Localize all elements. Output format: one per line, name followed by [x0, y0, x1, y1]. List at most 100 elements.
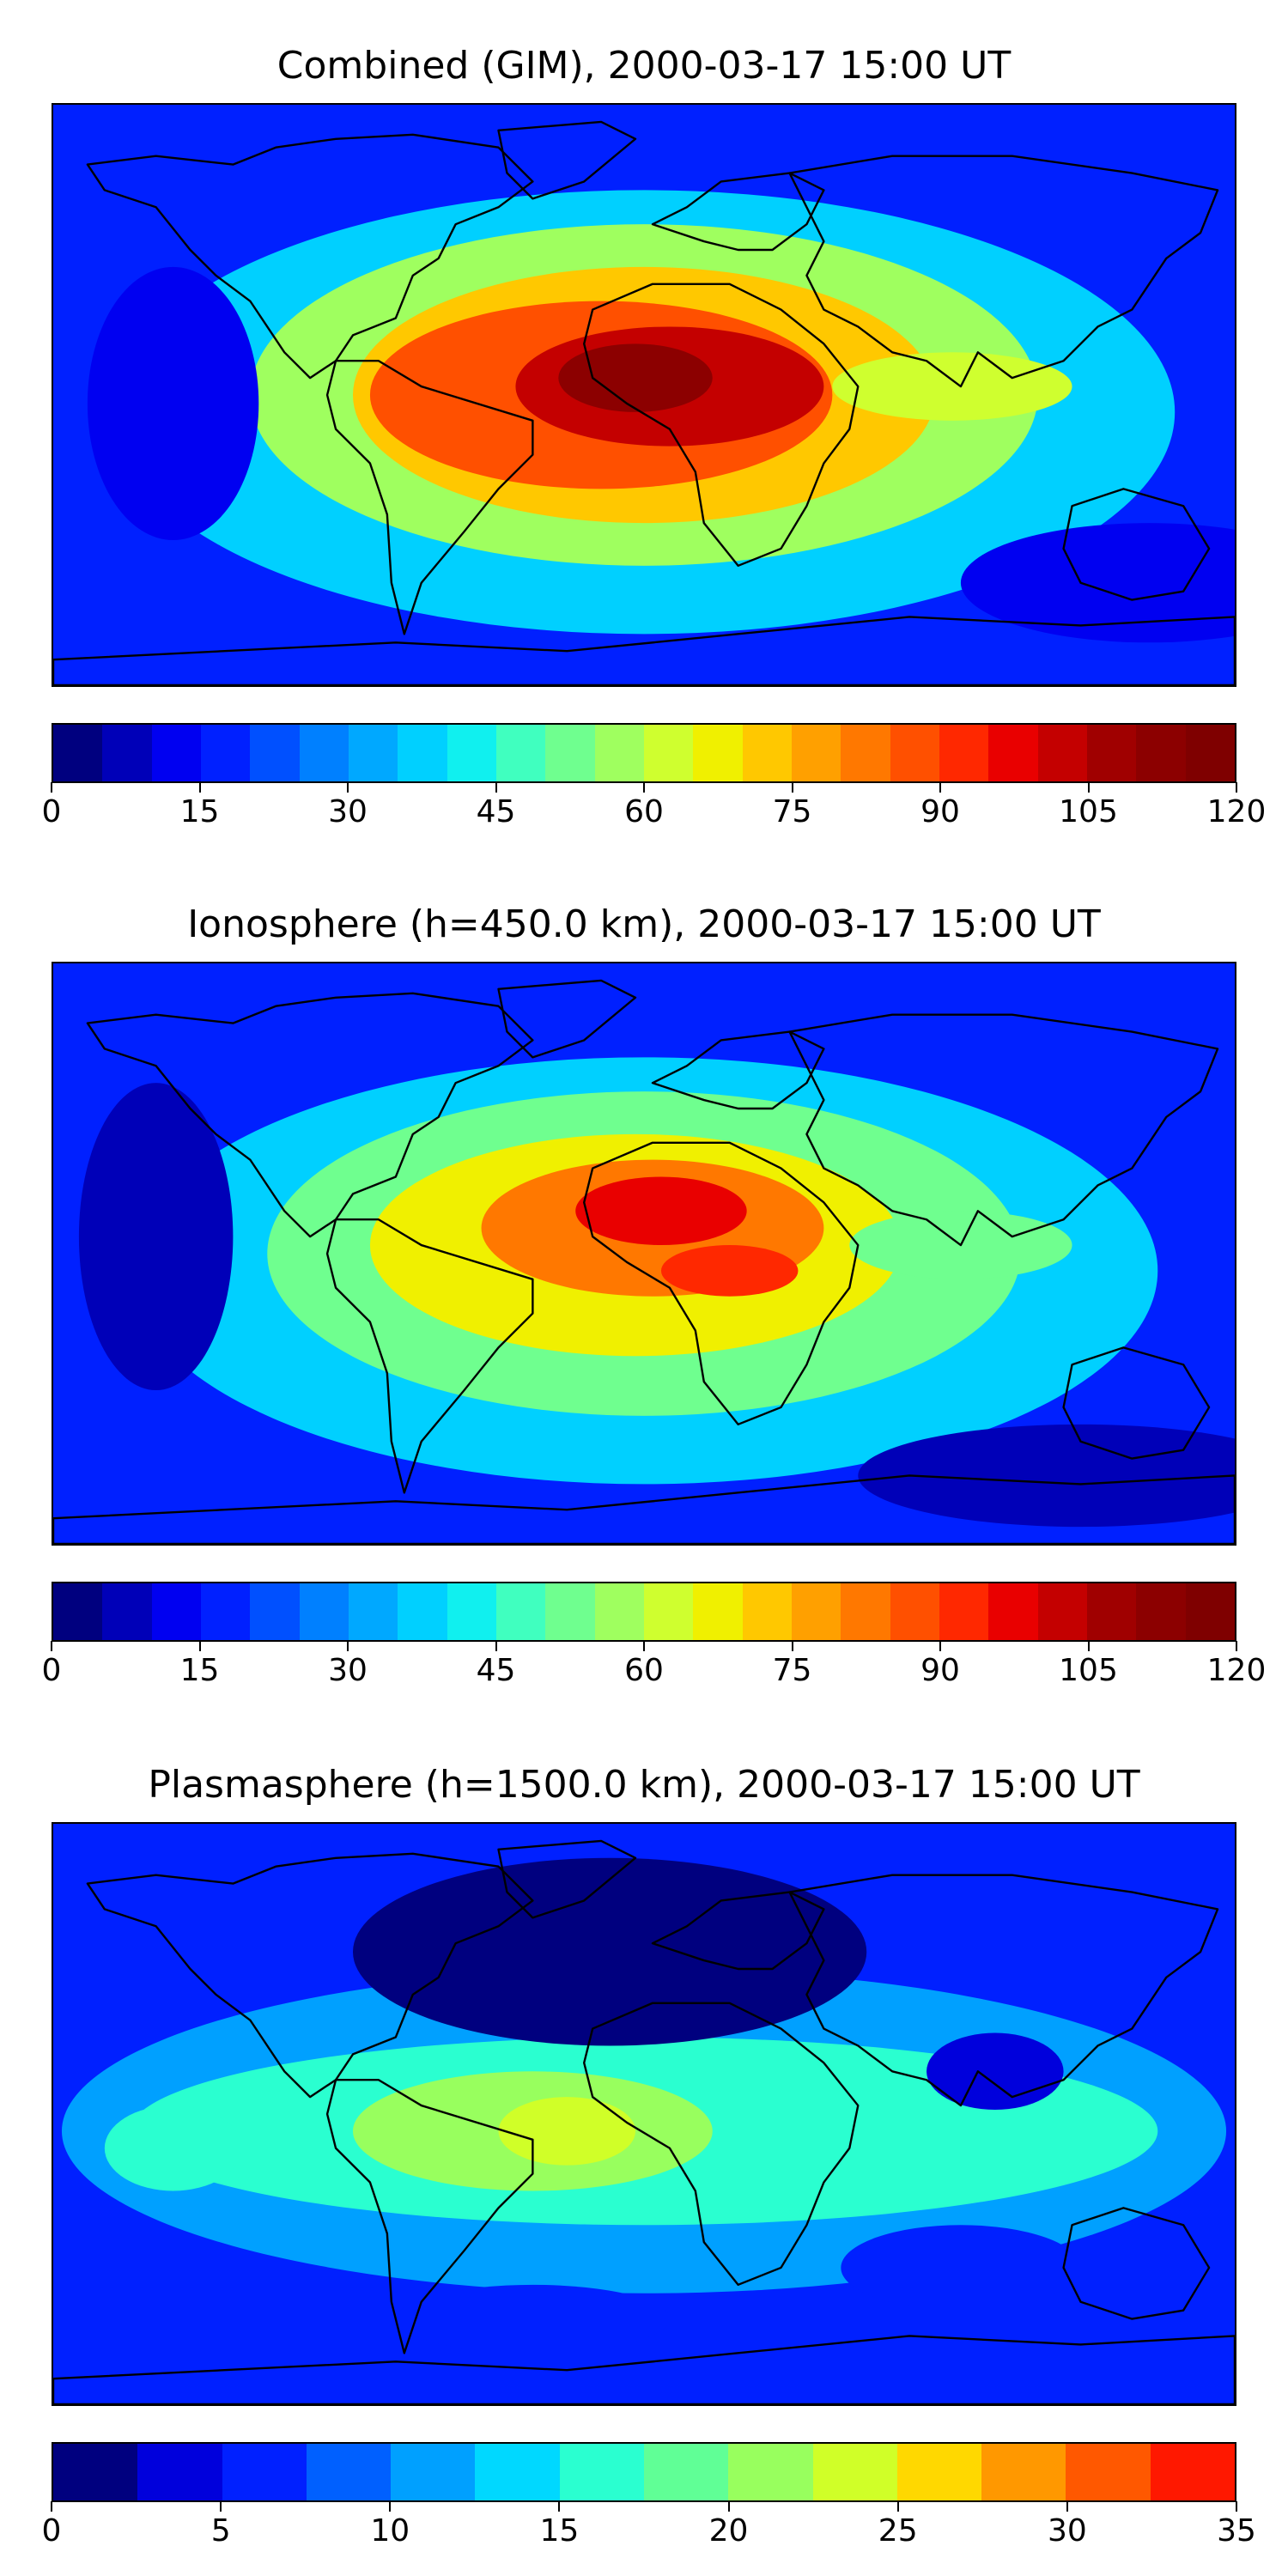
colorbar-level: [398, 725, 447, 781]
coastline: [788, 1874, 1219, 2107]
colorbar-ticks-combined: 0 15 30 45 60 75 90 105 120: [42, 782, 1266, 834]
colorbar-tick: [1236, 2501, 1237, 2512]
colorbar-tick: [1236, 1641, 1237, 1651]
colorbar-tick-label: 105: [1059, 794, 1118, 829]
colorbar-tick: [939, 782, 941, 793]
field-contour: [960, 523, 1235, 643]
colorbar-level: [102, 1583, 152, 1640]
field-contour: [78, 1083, 234, 1391]
colorbar-tick: [1087, 1641, 1090, 1651]
colorbar-level: [939, 725, 989, 781]
colorbar-level: [348, 1583, 398, 1640]
coastline: [788, 155, 1219, 388]
colorbar-tick: [896, 2501, 899, 2512]
map-plasmasphere: [52, 1822, 1236, 2406]
coastline: [86, 992, 534, 1238]
panel-title-ionosphere: Ionosphere (h=450.0 km), 2000-03-17 15:0…: [187, 902, 1101, 946]
colorbar-tick-label: 75: [772, 794, 812, 829]
colorbar-level: [53, 725, 103, 781]
colorbar-tick-label: 90: [920, 1653, 960, 1688]
colorbar-level: [812, 2444, 897, 2500]
coastline: [53, 616, 1235, 685]
colorbar-level: [200, 725, 251, 781]
colorbar-level: [742, 725, 792, 781]
field-contour: [832, 352, 1072, 421]
colorbar-level: [988, 1583, 1038, 1640]
colorbar-tick-label: 25: [878, 2513, 918, 2549]
coastline: [497, 120, 637, 200]
colorbar-tick-label: 35: [1217, 2513, 1256, 2549]
colorbar-level: [1185, 1583, 1235, 1640]
colorbar-level: [791, 1583, 841, 1640]
coastline: [651, 1030, 825, 1110]
field-contour: [858, 1424, 1235, 1528]
colorbar-level: [896, 2444, 982, 2500]
colorbar-tick: [198, 1641, 201, 1651]
colorbar-tick-label: 45: [476, 1653, 516, 1688]
field-contour: [841, 2225, 1081, 2311]
colorbar-tick-label: 15: [179, 794, 220, 829]
coastline: [583, 2002, 860, 2287]
coastline: [788, 1013, 1219, 1247]
coastline: [497, 979, 637, 1059]
colorbar-level: [151, 1583, 201, 1640]
colorbar-tick-label: 5: [210, 2513, 231, 2549]
colorbar-level: [447, 725, 496, 781]
colorbar-level: [1136, 725, 1186, 781]
colorbar-tick-label: 75: [772, 1653, 812, 1688]
colorbar-tick: [347, 782, 349, 793]
colorbar-tick: [51, 1641, 52, 1651]
colorbar-level: [988, 725, 1038, 781]
colorbar-level: [1136, 1583, 1186, 1640]
colorbar-tick-label: 30: [328, 1653, 368, 1688]
colorbar-level: [981, 2444, 1066, 2500]
colorbar-tick-label: 120: [1206, 1653, 1267, 1688]
coastline: [583, 1141, 860, 1426]
colorbar-tick: [1087, 782, 1090, 793]
coastline: [497, 1839, 637, 1919]
colorbar-tick: [51, 782, 52, 793]
colorbar-level: [299, 725, 349, 781]
colorbar-tick-label: 15: [539, 2513, 580, 2549]
map-combined: [52, 103, 1236, 687]
colorbar-level: [1185, 725, 1235, 781]
colorbar-tick-label: 45: [476, 794, 516, 829]
colorbar-tick-label: 20: [708, 2513, 749, 2549]
colorbar-level: [841, 1583, 890, 1640]
coastline: [86, 133, 534, 380]
map-ionosphere: [52, 962, 1236, 1546]
coastline: [1062, 488, 1211, 601]
panel-title-plasmasphere: Plasmasphere (h=1500.0 km), 2000-03-17 1…: [148, 1763, 1140, 1807]
colorbar-level: [693, 725, 743, 781]
colorbar-level: [841, 725, 890, 781]
colorbar-tick-label: 60: [624, 794, 664, 829]
colorbar-tick-label: 105: [1059, 1653, 1118, 1688]
colorbar-level: [594, 1583, 644, 1640]
coastline: [86, 1852, 534, 2099]
colorbar-tick-label: 30: [328, 794, 368, 829]
colorbar-level: [1066, 2444, 1151, 2500]
coastline: [1062, 2207, 1211, 2320]
colorbar-tick: [791, 1641, 793, 1651]
field-contour: [395, 2284, 670, 2354]
colorbar-tick: [389, 2501, 392, 2512]
colorbar-tick-label: 60: [624, 1653, 664, 1688]
colorbar-tick-label: 0: [41, 2513, 62, 2549]
colorbar-tick-label: 30: [1047, 2513, 1087, 2549]
coastline: [53, 2335, 1235, 2404]
colorbar-tick: [643, 782, 645, 793]
colorbar-level: [890, 725, 939, 781]
colorbar-level: [222, 2444, 307, 2500]
colorbar-level: [643, 1583, 694, 1640]
colorbar-level: [299, 1583, 349, 1640]
coastline: [651, 172, 825, 252]
colorbar-tick: [558, 2501, 561, 2512]
colorbar-level: [495, 725, 546, 781]
colorbar-level: [728, 2444, 813, 2500]
colorbar-level: [306, 2444, 392, 2500]
colorbar-level: [447, 1583, 496, 1640]
colorbar-tick-label: 15: [179, 1653, 220, 1688]
colorbar-combined: [52, 723, 1236, 783]
colorbar-tick: [198, 782, 201, 793]
coastline: [1062, 1346, 1211, 1460]
